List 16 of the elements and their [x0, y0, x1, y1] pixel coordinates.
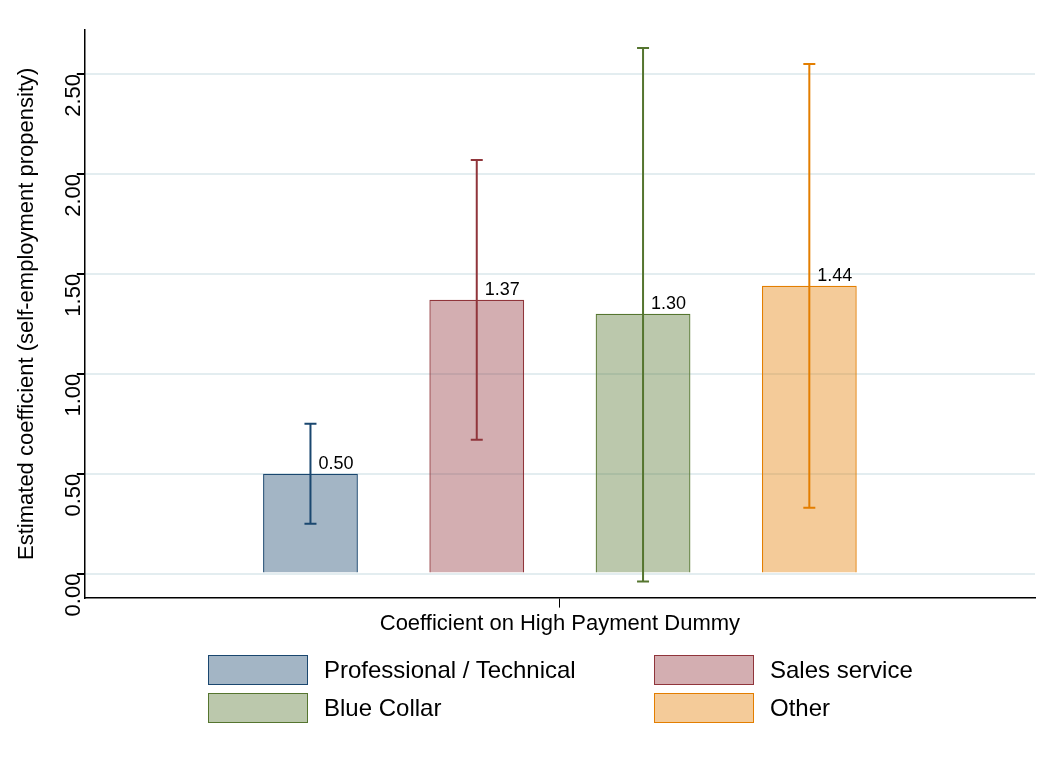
y-tick-label: 0.50	[59, 473, 85, 517]
x-tick-label: Coefficient on High Payment Dummy	[379, 609, 741, 635]
legend-label: Professional / Technical	[324, 656, 576, 684]
y-tick-label: 1.50	[59, 273, 85, 317]
data-label: 1.30	[651, 292, 687, 313]
y-tick-label: 2.50	[59, 73, 85, 117]
legend-label: Sales service	[770, 656, 913, 684]
data-label: 0.50	[318, 452, 354, 473]
data-label: 1.44	[817, 264, 853, 285]
legend-label: Blue Collar	[324, 694, 442, 722]
legend-label: Other	[770, 694, 831, 722]
y-axis-title: Estimated coefficient (self-employment propensity)	[13, 67, 39, 560]
y-tick-label: 2.00	[59, 173, 85, 217]
y-tick-label: 1.00	[59, 373, 85, 417]
data-label: 1.37	[484, 278, 520, 299]
y-tick-label: 0.00	[59, 573, 85, 617]
